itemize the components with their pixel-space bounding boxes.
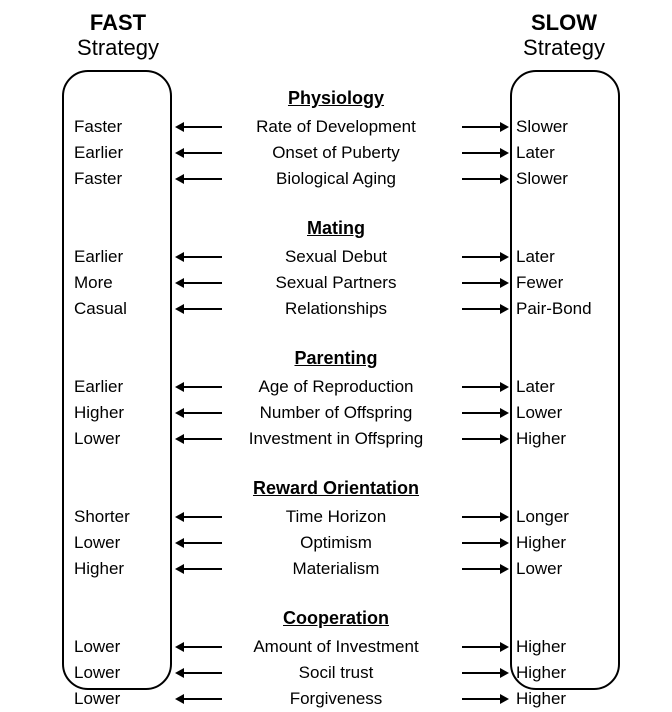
slow-value: Slower	[516, 117, 612, 137]
arrow-left-icon	[176, 282, 222, 284]
section-title: Mating	[0, 218, 672, 239]
arrow-left-icon	[176, 152, 222, 154]
slow-value: Later	[516, 377, 612, 397]
arrow-right-icon	[462, 152, 508, 154]
header-fast: FAST Strategy	[58, 10, 178, 61]
trait-row: MoreSexual PartnersFewer	[0, 272, 672, 296]
slow-value: Higher	[516, 429, 612, 449]
trait-row: EarlierAge of ReproductionLater	[0, 376, 672, 400]
trait-row: LowerOptimismHigher	[0, 532, 672, 556]
trait-row: CasualRelationshipsPair-Bond	[0, 298, 672, 322]
trait-row: FasterRate of DevelopmentSlower	[0, 116, 672, 140]
arrow-right-icon	[462, 386, 508, 388]
slow-value: Longer	[516, 507, 612, 527]
trait-row: EarlierSexual DebutLater	[0, 246, 672, 270]
trait-row: LowerAmount of InvestmentHigher	[0, 636, 672, 660]
arrow-left-icon	[176, 698, 222, 700]
trait-row: FasterBiological AgingSlower	[0, 168, 672, 192]
section-title: Reward Orientation	[0, 478, 672, 499]
section-title: Parenting	[0, 348, 672, 369]
slow-value: Higher	[516, 637, 612, 657]
arrow-left-icon	[176, 568, 222, 570]
arrow-right-icon	[462, 412, 508, 414]
arrow-left-icon	[176, 256, 222, 258]
header-slow-bold: SLOW	[504, 10, 624, 35]
slow-value: Lower	[516, 559, 612, 579]
slow-value: Later	[516, 247, 612, 267]
trait-row: HigherNumber of OffspringLower	[0, 402, 672, 426]
trait-row: LowerInvestment in OffspringHigher	[0, 428, 672, 452]
arrow-right-icon	[462, 672, 508, 674]
arrow-left-icon	[176, 542, 222, 544]
slow-value: Higher	[516, 533, 612, 553]
slow-value: Fewer	[516, 273, 612, 293]
slow-value: Lower	[516, 403, 612, 423]
trait-row: LowerForgivenessHigher	[0, 688, 672, 712]
trait-row: HigherMaterialismLower	[0, 558, 672, 582]
section-title: Cooperation	[0, 608, 672, 629]
arrow-left-icon	[176, 386, 222, 388]
slow-value: Higher	[516, 663, 612, 683]
slow-value: Higher	[516, 689, 612, 709]
header-fast-bold: FAST	[58, 10, 178, 35]
arrow-right-icon	[462, 308, 508, 310]
arrow-right-icon	[462, 646, 508, 648]
arrow-right-icon	[462, 256, 508, 258]
slow-value: Pair-Bond	[516, 299, 612, 319]
slow-value: Later	[516, 143, 612, 163]
arrow-left-icon	[176, 646, 222, 648]
arrow-left-icon	[176, 126, 222, 128]
arrow-right-icon	[462, 282, 508, 284]
arrow-right-icon	[462, 698, 508, 700]
arrow-left-icon	[176, 412, 222, 414]
header-slow-sub: Strategy	[504, 35, 624, 60]
arrow-left-icon	[176, 516, 222, 518]
trait-row: ShorterTime HorizonLonger	[0, 506, 672, 530]
trait-row: LowerSocil trustHigher	[0, 662, 672, 686]
arrow-left-icon	[176, 672, 222, 674]
arrow-right-icon	[462, 178, 508, 180]
arrow-left-icon	[176, 438, 222, 440]
arrow-right-icon	[462, 568, 508, 570]
arrow-left-icon	[176, 178, 222, 180]
trait-row: EarlierOnset of PubertyLater	[0, 142, 672, 166]
slow-value: Slower	[516, 169, 612, 189]
header-slow: SLOW Strategy	[504, 10, 624, 61]
arrow-right-icon	[462, 126, 508, 128]
arrow-right-icon	[462, 438, 508, 440]
arrow-left-icon	[176, 308, 222, 310]
arrow-right-icon	[462, 516, 508, 518]
header-fast-sub: Strategy	[58, 35, 178, 60]
section-title: Physiology	[0, 88, 672, 109]
arrow-right-icon	[462, 542, 508, 544]
